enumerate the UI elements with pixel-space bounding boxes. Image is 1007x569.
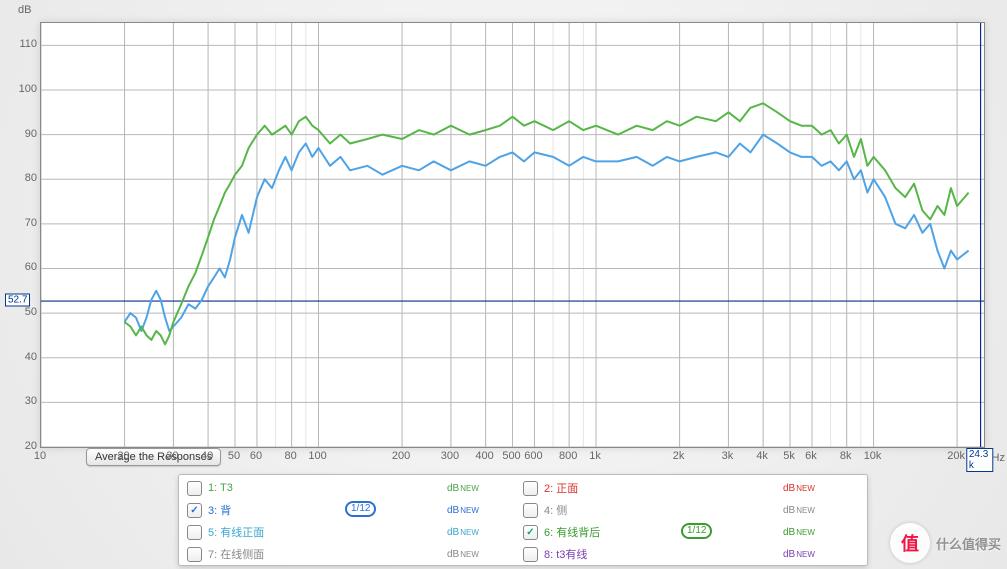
legend-unit: dB <box>783 483 795 494</box>
y-axis-unit: dB <box>18 4 31 16</box>
legend-checkbox[interactable] <box>523 547 538 562</box>
x-tick-label: 6k <box>805 450 817 462</box>
legend-unit: dB <box>783 505 795 516</box>
x-tick-label: 10k <box>864 450 882 462</box>
x-tick-label: 3k <box>722 450 734 462</box>
legend-db-label: dBNEW <box>783 543 815 565</box>
legend-label: 7: 在线侧面 <box>208 546 264 562</box>
x-tick-label: 8k <box>840 450 852 462</box>
series-s3 <box>125 135 969 331</box>
legend-smoothing-badge[interactable]: 1/12 <box>345 501 376 517</box>
watermark-text: 什么值得买 <box>936 534 1001 553</box>
y-tick-label: 40 <box>7 351 37 363</box>
legend-checkbox[interactable] <box>523 481 538 496</box>
legend-unit: dB <box>447 527 459 538</box>
x-tick-label: 80 <box>285 450 297 462</box>
legend-label: 1: T3 <box>208 482 233 494</box>
legend-unit: dB <box>447 505 459 516</box>
frequency-response-chart: Average the Responses <box>40 22 985 448</box>
legend-unit: dB <box>447 549 459 560</box>
cursor-y-readout: 52.7 <box>5 294 30 307</box>
x-tick-label: 20k <box>947 450 965 462</box>
watermark-icon: 值 <box>890 523 930 563</box>
legend-checkbox[interactable] <box>187 547 202 562</box>
legend-label: 3: 背 <box>208 502 231 518</box>
y-tick-label: 30 <box>7 395 37 407</box>
x-tick-label: 4k <box>756 450 768 462</box>
legend-panel: 1: T3 dBNEW 2: 正面 dBNEW 3: 背 1/12 dBNEW 4: 侧 dBN… <box>178 474 868 566</box>
x-tick-label: 40 <box>201 450 213 462</box>
legend-label: 4: 侧 <box>544 502 567 518</box>
legend-label: 5: 有线正面 <box>208 524 264 540</box>
x-tick-label: 1k <box>589 450 601 462</box>
x-tick-label: 800 <box>559 450 577 462</box>
y-tick-label: 90 <box>7 128 37 140</box>
legend-checkbox[interactable] <box>523 525 538 540</box>
legend-db-label: dBNEW <box>783 521 815 543</box>
legend-label: 6: 有线背后 <box>544 524 600 540</box>
x-tick-label: 20 <box>117 450 129 462</box>
x-tick-label: 5k <box>783 450 795 462</box>
legend-smoothing-badge[interactable]: 1/12 <box>681 523 712 539</box>
x-tick-label: 500 <box>502 450 520 462</box>
legend-checkbox[interactable] <box>187 481 202 496</box>
legend-db-label: dBNEW <box>447 499 479 521</box>
x-tick-label: 200 <box>392 450 410 462</box>
y-tick-label: 50 <box>7 306 37 318</box>
x-tick-label: 50 <box>228 450 240 462</box>
y-tick-label: 80 <box>7 172 37 184</box>
legend-db-label: dBNEW <box>447 543 479 565</box>
x-tick-label: 60 <box>250 450 262 462</box>
y-tick-label: 100 <box>7 83 37 95</box>
x-tick-label: 100 <box>308 450 326 462</box>
legend-checkbox[interactable] <box>187 503 202 518</box>
cursor-x-readout: 24.3 k <box>966 448 993 472</box>
x-tick-label: 300 <box>441 450 459 462</box>
legend-checkbox[interactable] <box>187 525 202 540</box>
y-tick-label: 110 <box>7 38 37 50</box>
legend-unit: dB <box>447 483 459 494</box>
watermark: 值 什么值得买 <box>890 523 1001 563</box>
x-tick-label: 2k <box>673 450 685 462</box>
legend-db-label: dBNEW <box>783 477 815 499</box>
y-tick-label: 20 <box>7 440 37 452</box>
y-tick-label: 70 <box>7 217 37 229</box>
chart-series <box>41 23 984 447</box>
legend-db-label: dBNEW <box>447 477 479 499</box>
legend-db-label: dBNEW <box>447 521 479 543</box>
legend-unit: dB <box>783 527 795 538</box>
legend-db-label: dBNEW <box>783 499 815 521</box>
legend-label: 8: t3有线 <box>544 546 587 562</box>
x-tick-label: 30 <box>166 450 178 462</box>
x-tick-label: 600 <box>524 450 542 462</box>
legend-unit: dB <box>783 549 795 560</box>
y-tick-label: 60 <box>7 261 37 273</box>
legend-label: 2: 正面 <box>544 480 578 496</box>
legend-checkbox[interactable] <box>523 503 538 518</box>
x-tick-label: 400 <box>475 450 493 462</box>
